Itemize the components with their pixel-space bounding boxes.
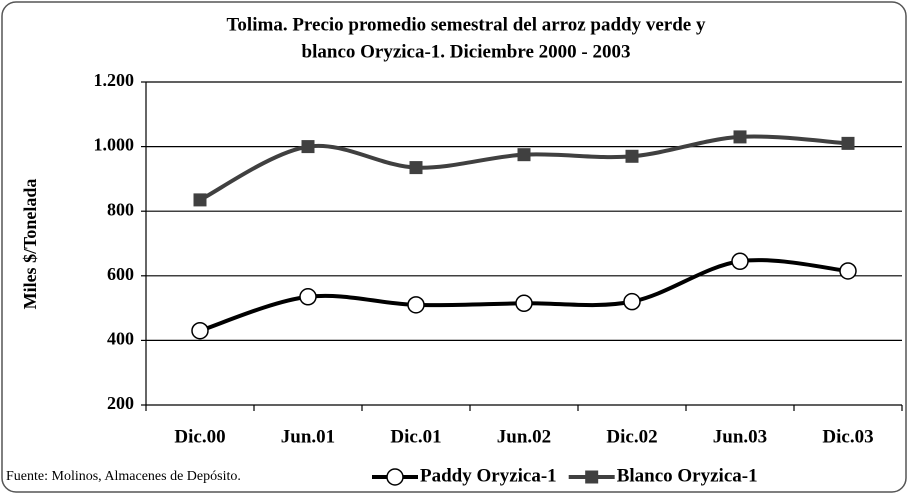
y-tick-label: 200 (107, 393, 134, 413)
chart-title: blanco Oryzica-1. Diciembre 2000 - 2003 (302, 41, 631, 62)
x-tick-label: Dic.00 (174, 426, 225, 447)
data-point (623, 292, 641, 311)
data-point (731, 252, 749, 271)
y-axis-label: Miles $/Tonelada (20, 179, 40, 310)
x-tick-label: Dic.02 (606, 426, 657, 447)
y-tick-label: 1.200 (94, 70, 135, 90)
source-note: Fuente: Molinos, Almacenes de Depósito. (6, 469, 241, 484)
legend-marker (585, 470, 599, 484)
data-point (191, 321, 209, 340)
x-tick-label: Jun.02 (497, 426, 551, 447)
x-tick-label: Dic.03 (822, 426, 873, 447)
legend-marker (386, 468, 404, 486)
data-point (193, 193, 207, 207)
data-point (301, 140, 315, 154)
data-point (841, 136, 855, 150)
chart-title: Tolima. Precio promedio semestral del ar… (227, 14, 706, 35)
x-tick-label: Jun.03 (713, 426, 767, 447)
data-point (299, 288, 317, 306)
data-point (839, 262, 857, 280)
legend-label: Paddy Oryzica-1 (420, 465, 557, 486)
y-tick-label: 800 (107, 199, 134, 219)
y-tick-label: 1.000 (94, 135, 135, 155)
data-point (407, 296, 425, 314)
data-point (625, 149, 639, 163)
y-tick-label: 600 (107, 264, 134, 284)
data-point (517, 148, 531, 162)
x-tick-label: Jun.01 (281, 426, 335, 447)
data-point (409, 161, 423, 175)
legend-label: Blanco Oryzica-1 (617, 465, 758, 486)
x-tick-label: Dic.01 (390, 426, 441, 447)
data-point (733, 130, 747, 144)
y-tick-label: 400 (107, 329, 134, 349)
data-point (515, 294, 533, 313)
